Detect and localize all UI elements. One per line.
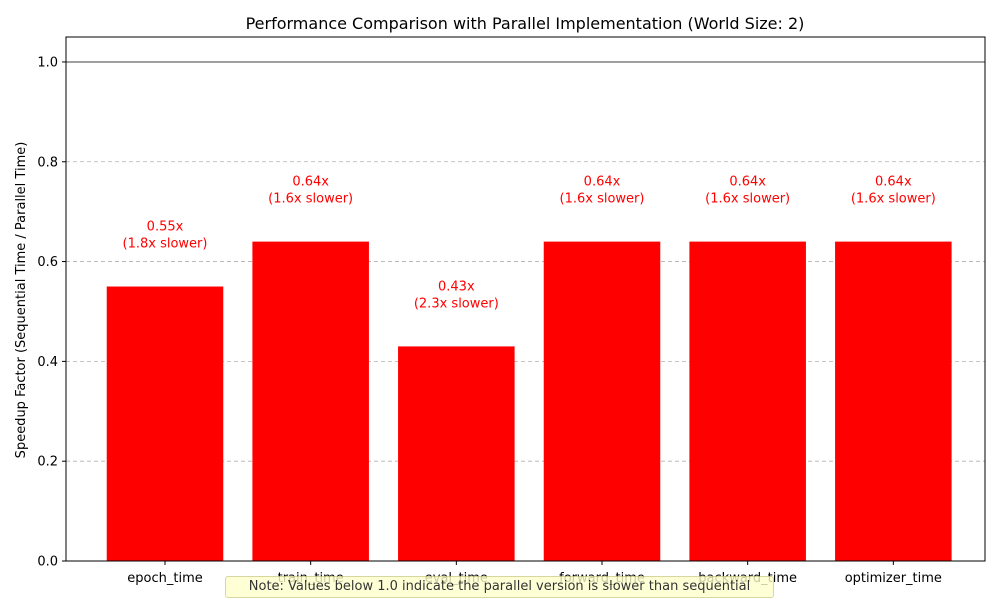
data-label: 0.64x <box>584 175 621 190</box>
bar-forward_time <box>543 241 661 561</box>
data-label: (1.6x slower) <box>851 192 936 207</box>
data-label: (1.8x slower) <box>123 237 208 252</box>
x-tick-label: optimizer_time <box>845 571 942 586</box>
plot-frame <box>65 36 986 562</box>
y-tick-label: 0.2 <box>37 455 58 470</box>
note-annotation: Note: Values below 1.0 indicate the para… <box>225 576 774 598</box>
data-labels: 0.55x (1.8x slower) 0.64x (1.6x slower) 0.43… <box>123 175 936 312</box>
data-label: 0.64x <box>292 175 329 190</box>
y-tick-label: 0.4 <box>37 355 58 370</box>
data-label: 0.64x <box>729 175 766 190</box>
x-tick-label: epoch_time <box>127 571 202 586</box>
bars <box>106 241 952 561</box>
y-axis-label: Speedup Factor (Sequential Time / Parall… <box>14 142 29 459</box>
y-tick-label: 0.6 <box>37 255 58 270</box>
data-label: (2.3x slower) <box>414 297 499 312</box>
bar-optimizer_time <box>835 241 952 561</box>
y-tick-label: 1.0 <box>37 55 58 70</box>
bar-backward_time <box>689 241 806 561</box>
y-tick-label: 0.8 <box>37 155 58 170</box>
bar-epoch_time <box>106 286 224 561</box>
y-tick-label: 0.0 <box>37 555 58 570</box>
data-label: (1.6x slower) <box>560 192 645 207</box>
data-label: (1.6x slower) <box>268 192 353 207</box>
data-label: 0.43x <box>438 280 475 295</box>
data-label: 0.64x <box>875 175 912 190</box>
data-label: 0.55x <box>147 220 184 235</box>
bar-train_time <box>252 241 369 561</box>
chart-title: Performance Comparison with Parallel Imp… <box>246 14 805 33</box>
bar-eval_time <box>398 346 515 561</box>
data-label: (1.6x slower) <box>705 192 790 207</box>
